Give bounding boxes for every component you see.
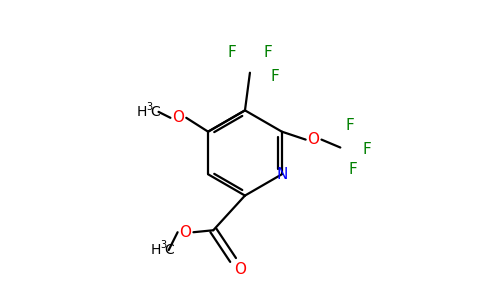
Text: O: O <box>180 225 192 240</box>
Text: F: F <box>227 45 237 60</box>
Text: F: F <box>263 45 272 60</box>
Text: O: O <box>172 110 184 125</box>
Text: C: C <box>151 105 160 119</box>
Text: O: O <box>234 262 246 278</box>
Text: N: N <box>276 167 287 182</box>
Text: H: H <box>136 105 147 119</box>
Text: O: O <box>307 132 319 147</box>
Text: F: F <box>271 69 279 84</box>
Text: C: C <box>165 243 174 257</box>
Text: H: H <box>151 243 161 257</box>
Text: 3: 3 <box>161 240 167 250</box>
Text: 3: 3 <box>147 102 153 112</box>
Text: F: F <box>363 142 371 157</box>
Text: F: F <box>346 118 355 133</box>
Text: F: F <box>349 162 358 177</box>
